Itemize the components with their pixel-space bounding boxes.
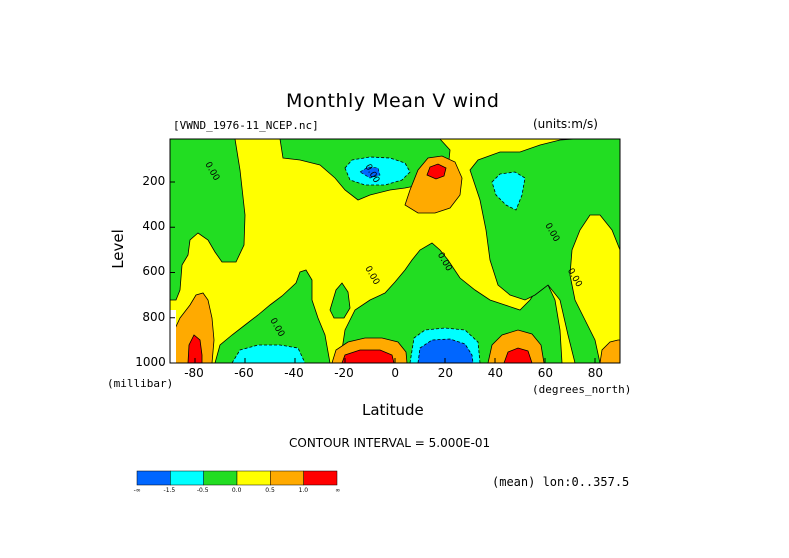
x-tick-marks xyxy=(194,358,596,363)
x-tick-label: -40 xyxy=(284,366,304,380)
green-region-center xyxy=(339,242,563,363)
green-region-west xyxy=(170,139,246,301)
orange-region-upper xyxy=(404,155,463,214)
legend-label: -0.5 xyxy=(196,487,209,494)
orange-region-right xyxy=(599,339,620,363)
red-region-sw xyxy=(187,334,203,363)
legend-label: ∞ xyxy=(335,487,341,494)
legend-swatch xyxy=(303,470,338,486)
missing-data-strip xyxy=(170,310,176,363)
lat-unit-label: (degrees_north) xyxy=(532,383,632,396)
legend-label: -∞ xyxy=(133,487,141,494)
x-tick-label: 60 xyxy=(537,366,554,380)
red-region-east xyxy=(503,347,533,363)
x-tick-label: 0 xyxy=(391,366,400,380)
legend-swatch xyxy=(203,470,238,486)
cyan-region-east xyxy=(491,171,526,211)
y-tick-label: 200 xyxy=(142,173,166,188)
legend-swatch xyxy=(136,470,171,486)
y-tick-marks xyxy=(170,181,175,364)
contour-interval-note: CONTOUR INTERVAL = 5.000E-01 xyxy=(289,436,491,450)
x-tick-label: -80 xyxy=(184,366,204,380)
x-tick-label: 20 xyxy=(437,366,454,380)
units-label: (units:m/s) xyxy=(533,117,598,131)
file-label: [VWND_1976-11_NCEP.nc] xyxy=(173,119,319,132)
y-tick-label: 800 xyxy=(142,309,166,324)
green-region-pocket xyxy=(329,282,351,319)
red-region-upper xyxy=(426,163,447,180)
legend-label: 0.5 xyxy=(265,487,275,494)
y-tick-label: 1000 xyxy=(135,355,166,369)
legend-color-bar xyxy=(136,470,338,486)
legend-label: 0.0 xyxy=(231,487,242,494)
chart-title: Monthly Mean V wind xyxy=(286,90,500,112)
y-tick-label: 400 xyxy=(142,219,166,234)
contour-field xyxy=(170,139,620,363)
mean-longitude-note: (mean) lon:0..357.5 xyxy=(492,475,630,489)
x-tick-label: -20 xyxy=(334,366,354,380)
cyan-region-sw xyxy=(231,344,306,363)
x-tick-label: -60 xyxy=(234,366,254,380)
level-unit-label: (millibar) xyxy=(107,377,174,390)
y-axis-label: Level xyxy=(108,229,127,269)
orange-region-east xyxy=(487,329,545,363)
x-tick-label: 80 xyxy=(587,366,604,380)
blue-region-upper xyxy=(359,166,381,179)
legend-swatch xyxy=(236,470,271,486)
y-tick-label: 600 xyxy=(142,264,166,279)
red-region-center xyxy=(341,349,395,363)
legend-swatch xyxy=(270,470,304,486)
x-tick-label: 40 xyxy=(487,366,504,380)
legend-label: -1.5 xyxy=(163,487,176,494)
legend-label: 1.0 xyxy=(298,487,309,494)
orange-region-sw xyxy=(170,292,215,363)
green-region-sw xyxy=(214,269,331,363)
legend-swatch xyxy=(170,470,204,486)
x-axis-label: Latitude xyxy=(362,401,424,419)
blue-region-center xyxy=(417,338,474,363)
